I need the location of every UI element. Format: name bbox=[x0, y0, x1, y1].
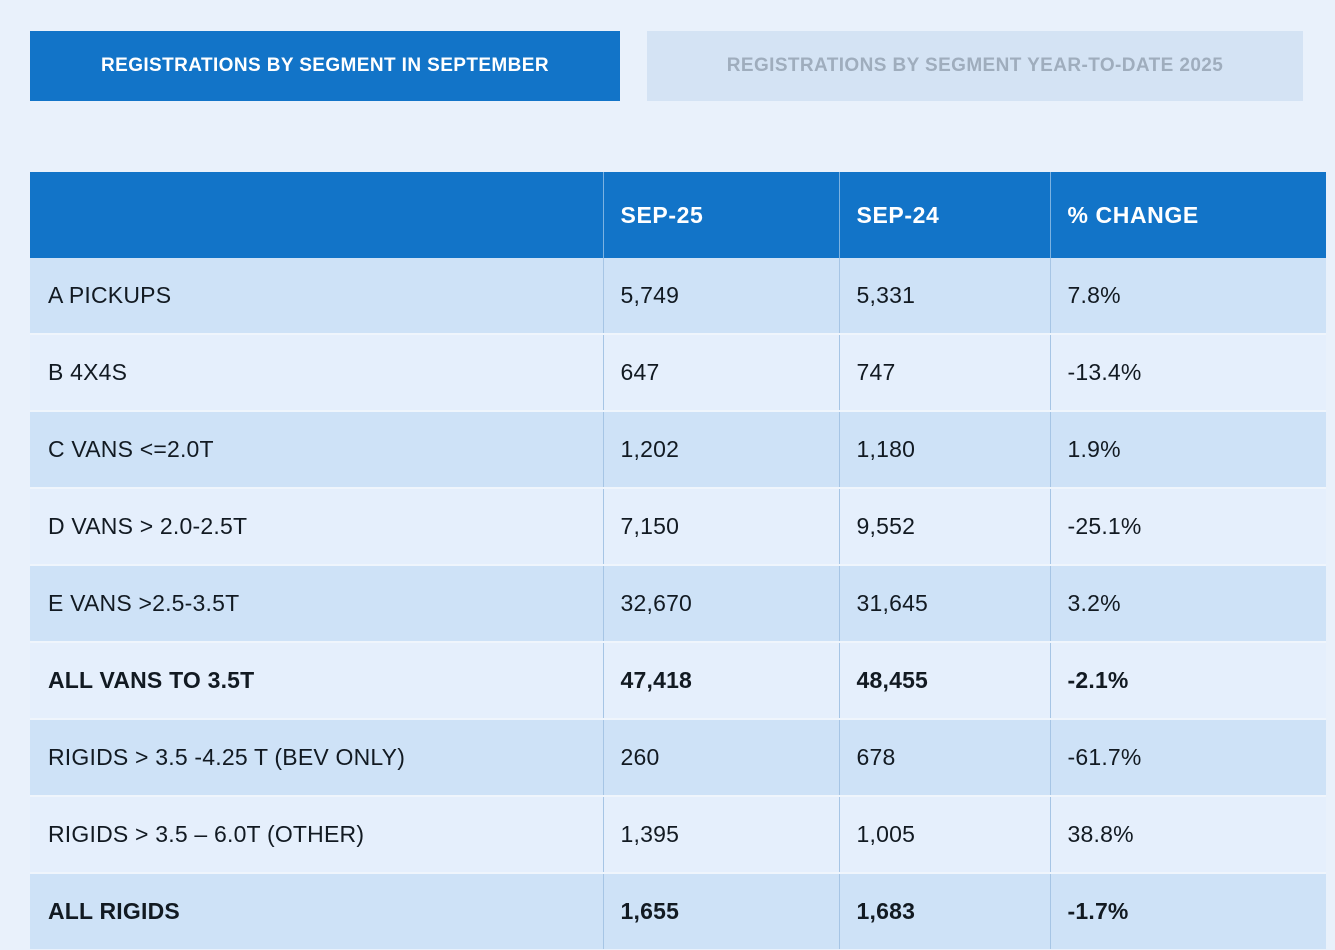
table-row: D VANS > 2.0-2.5T 7,150 9,552 -25.1% bbox=[30, 487, 1326, 565]
segment-label: A PICKUPS bbox=[30, 258, 603, 334]
sep24-value: 5,331 bbox=[838, 258, 1050, 334]
sep24-value: 9,552 bbox=[838, 487, 1050, 565]
tab-bar: REGISTRATIONS BY SEGMENT IN SEPTEMBER RE… bbox=[30, 31, 1303, 101]
sep25-value: 47,418 bbox=[602, 641, 839, 719]
table-row: ALL RIGIDS 1,655 1,683 -1.7% bbox=[30, 872, 1326, 949]
header-cell-segment bbox=[30, 172, 603, 258]
sep24-value: 678 bbox=[838, 718, 1050, 796]
tab-registrations-ytd-2025[interactable]: REGISTRATIONS BY SEGMENT YEAR-TO-DATE 20… bbox=[647, 31, 1303, 101]
change-value: -2.1% bbox=[1049, 641, 1326, 719]
sep24-value: 747 bbox=[838, 333, 1050, 411]
sep24-value: 1,683 bbox=[838, 872, 1050, 949]
sep25-value: 1,395 bbox=[602, 795, 839, 873]
sep25-value: 647 bbox=[602, 333, 839, 411]
change-value: 1.9% bbox=[1049, 410, 1326, 488]
change-value: -25.1% bbox=[1049, 487, 1326, 565]
sep25-value: 5,749 bbox=[602, 258, 839, 334]
sep24-value: 48,455 bbox=[838, 641, 1050, 719]
sep25-value: 32,670 bbox=[602, 564, 839, 642]
sep24-value: 1,180 bbox=[838, 410, 1050, 488]
segment-label: ALL RIGIDS bbox=[30, 872, 603, 949]
change-value: -1.7% bbox=[1049, 872, 1326, 949]
table-row: E VANS >2.5-3.5T 32,670 31,645 3.2% bbox=[30, 564, 1326, 642]
tab-registrations-september[interactable]: REGISTRATIONS BY SEGMENT IN SEPTEMBER bbox=[30, 31, 620, 101]
table-header-row: SEP-25 SEP-24% CHANGE bbox=[30, 172, 1326, 258]
table-row: B 4X4S 647 747 -13.4% bbox=[30, 333, 1326, 411]
sep24-value: 31,645 bbox=[838, 564, 1050, 642]
change-value: 7.8% bbox=[1049, 258, 1326, 334]
segment-label: RIGIDS > 3.5 -4.25 T (BEV ONLY) bbox=[30, 718, 603, 796]
header-cell-sep-25: SEP-25 bbox=[602, 172, 839, 258]
sep25-value: 1,655 bbox=[602, 872, 839, 949]
segment-label: B 4X4S bbox=[30, 333, 603, 411]
segment-label: E VANS >2.5-3.5T bbox=[30, 564, 603, 642]
segment-label: C VANS <=2.0T bbox=[30, 410, 603, 488]
sep24-value: 1,005 bbox=[838, 795, 1050, 873]
registrations-by-segment-table: SEP-25 SEP-24% CHANGE A PICKUPS 5,749 5,331… bbox=[30, 172, 1326, 949]
table-row: RIGIDS > 3.5 -4.25 T (BEV ONLY) 260 678 -61… bbox=[30, 718, 1326, 796]
change-value: 38.8% bbox=[1049, 795, 1326, 873]
table-row: A PICKUPS 5,749 5,331 7.8% bbox=[30, 258, 1326, 334]
table-row: ALL VANS TO 3.5T 47,418 48,455 -2.1% bbox=[30, 641, 1326, 719]
table-row: C VANS <=2.0T 1,202 1,180 1.9% bbox=[30, 410, 1326, 488]
sep25-value: 1,202 bbox=[602, 410, 839, 488]
header-cell-percent-change: % CHANGE bbox=[1049, 172, 1326, 258]
segment-label: ALL VANS TO 3.5T bbox=[30, 641, 603, 719]
change-value: 3.2% bbox=[1049, 564, 1326, 642]
header-cell-sep-24: SEP-24 bbox=[838, 172, 1050, 258]
change-value: -13.4% bbox=[1049, 333, 1326, 411]
segment-label: RIGIDS > 3.5 – 6.0T (OTHER) bbox=[30, 795, 603, 873]
change-value: -61.7% bbox=[1049, 718, 1326, 796]
sep25-value: 260 bbox=[602, 718, 839, 796]
sep25-value: 7,150 bbox=[602, 487, 839, 565]
segment-label: D VANS > 2.0-2.5T bbox=[30, 487, 603, 565]
table-row: RIGIDS > 3.5 – 6.0T (OTHER) 1,395 1,005 38.… bbox=[30, 795, 1326, 873]
